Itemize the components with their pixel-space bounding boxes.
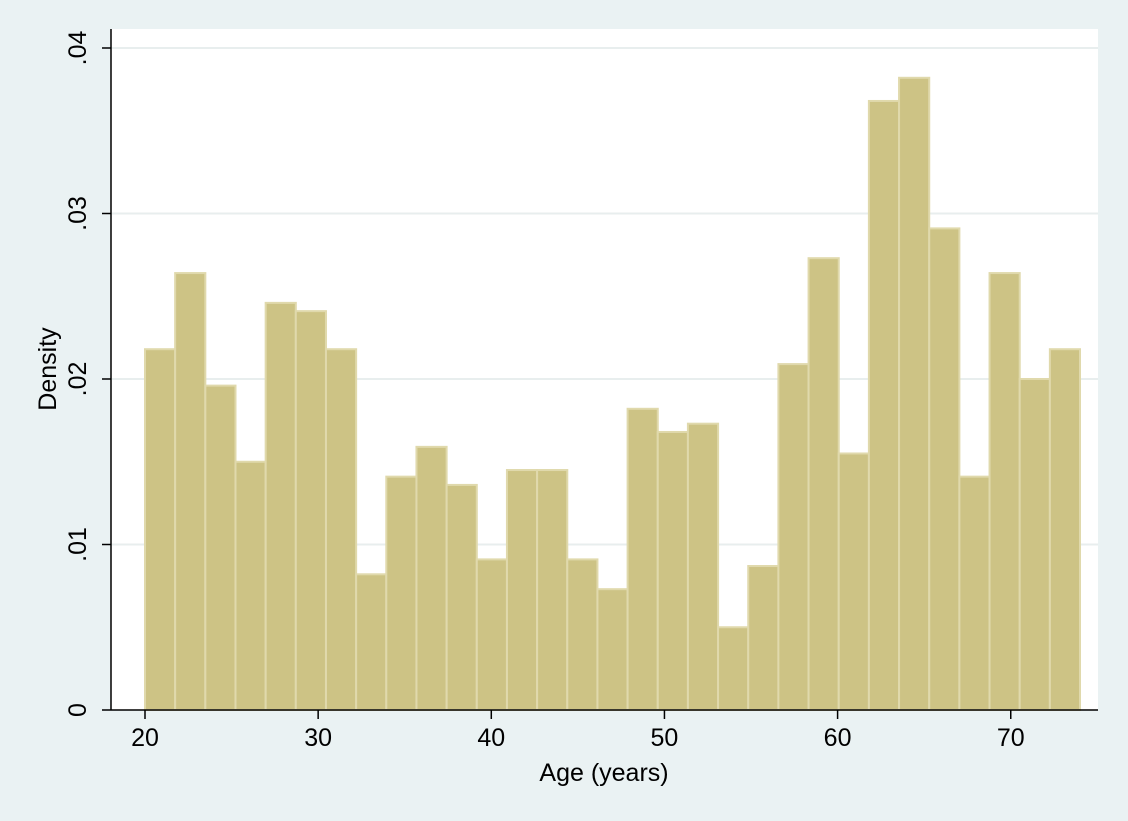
histogram-bar <box>204 384 237 711</box>
histogram-bar <box>656 430 689 711</box>
histogram-bar <box>536 469 569 711</box>
y-tick-label: .04 <box>64 31 92 66</box>
histogram-bar <box>505 469 539 711</box>
x-tick-label: 70 <box>997 724 1025 752</box>
histogram-bar <box>958 475 991 711</box>
x-tick-label: 40 <box>477 724 505 752</box>
histogram-bar <box>174 272 207 711</box>
histogram-bar <box>1048 348 1081 711</box>
axes <box>110 29 1098 711</box>
histogram-bar <box>837 452 870 711</box>
histogram-bar <box>385 475 418 711</box>
histogram-bar <box>234 460 267 711</box>
x-axis-title: Age (years) <box>539 759 668 787</box>
bars <box>144 76 1081 712</box>
y-axis-title: Density <box>34 327 62 411</box>
histogram-bar <box>264 301 297 711</box>
histogram-bar <box>445 483 478 712</box>
y-tick-label: .01 <box>64 527 92 562</box>
x-tick-label: 20 <box>131 724 159 752</box>
histogram-bar <box>324 348 358 711</box>
histogram-bar <box>777 363 810 711</box>
histogram-bar <box>415 445 448 711</box>
x-tick-label: 30 <box>304 724 332 752</box>
histogram-bar <box>1018 378 1051 711</box>
histogram-bar <box>867 99 901 711</box>
histogram-bar <box>355 573 388 711</box>
y-tick-label: .02 <box>64 362 92 397</box>
x-axis-ticks: 20 30 40 50 60 70 <box>131 710 1025 752</box>
histogram-bar <box>988 272 1021 711</box>
histogram-bar <box>475 558 508 712</box>
histogram-bar <box>144 348 177 711</box>
histogram-bar <box>566 558 599 712</box>
y-tick-label: 0 <box>64 703 92 717</box>
y-tick-label: .03 <box>64 196 92 231</box>
histogram-bar <box>717 626 750 711</box>
x-tick-label: 60 <box>824 724 852 752</box>
histogram-bar <box>928 227 961 712</box>
y-axis-ticks: 0 .01 .02 .03 .04 <box>64 31 111 717</box>
histogram-bar <box>807 257 840 711</box>
histogram-bar <box>686 422 720 711</box>
histogram-bar <box>898 76 931 712</box>
histogram-bar <box>747 565 780 712</box>
histogram-bar <box>596 588 629 711</box>
histogram-bar <box>294 310 327 711</box>
histogram-bar <box>626 407 659 711</box>
x-tick-label: 50 <box>651 724 679 752</box>
